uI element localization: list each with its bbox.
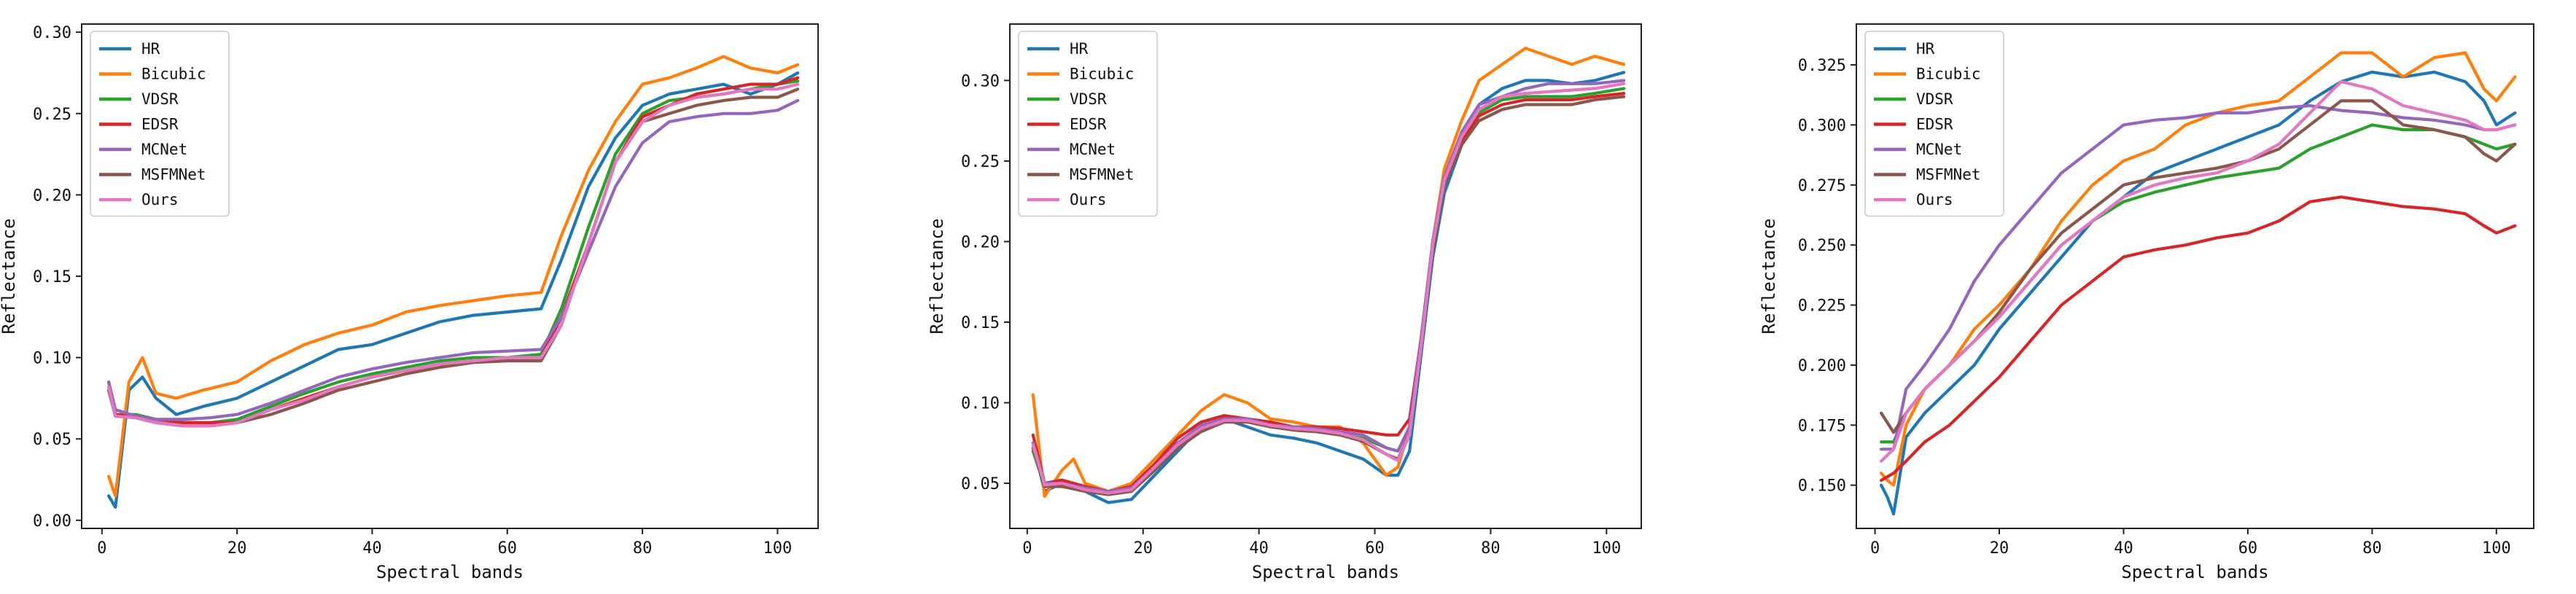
legend-label-edsr: EDSR	[141, 116, 179, 133]
legend-label-hr: HR	[1916, 40, 1935, 58]
legend-label-vdsr: VDSR	[1070, 90, 1107, 108]
series-line-ours	[1880, 80, 2517, 463]
x-tick-label: 20	[1133, 539, 1153, 558]
legend-box	[90, 31, 230, 217]
legend-box	[1018, 31, 1158, 217]
legend-label-hr: HR	[1070, 40, 1089, 58]
series-line-hr	[107, 71, 800, 509]
y-tick-label: 0.20	[961, 233, 1000, 251]
x-tick-label: 0	[97, 539, 106, 558]
y-tick-label: 0.00	[33, 512, 71, 531]
legend-label-edsr: EDSR	[1916, 116, 1953, 133]
y-tick-label: 0.25	[33, 106, 71, 124]
series-line-mcnet	[107, 98, 800, 421]
series-line-edsr	[1880, 195, 2517, 482]
y-tick-label: 0.150	[1798, 477, 1846, 496]
x-axis-label: Spectral bands	[1252, 562, 1399, 582]
x-tick-label: 60	[498, 539, 518, 558]
legend: HR Bicubic VDSR EDSR MCNet MSFMNet Ours	[90, 31, 230, 217]
chart-panel-left: 0 20 40 60 80 100 0.00 0.05 0.10 0.15 0.20 0.25 0.30…	[0, 23, 819, 582]
y-tick-label: 0.15	[961, 314, 1000, 332]
x-tick-label: 60	[1365, 539, 1385, 558]
y-tick-label: 0.10	[961, 395, 1000, 413]
y-tick-label: 0.20	[33, 187, 71, 205]
series-line-ours	[107, 82, 800, 428]
y-tick-label: 0.30	[961, 72, 1000, 90]
y-tick-label: 0.300	[1798, 117, 1846, 135]
legend-label-mcnet: MCNet	[141, 141, 187, 158]
x-tick-label: 100	[763, 539, 793, 558]
legend-label-ours: Ours	[141, 191, 179, 208]
series-line-ours	[1031, 82, 1626, 495]
legend-label-hr: HR	[141, 40, 160, 58]
series-group	[1031, 47, 1626, 504]
y-tick-label: 0.225	[1798, 297, 1846, 316]
y-tick-label: 0.175	[1798, 417, 1846, 435]
chart-panel-right: 0 20 40 60 80 100 0.150 0.175 0.200 0.225 0.250 0.2…	[1759, 23, 2534, 582]
legend-box	[1864, 31, 2004, 217]
y-tick-label: 0.200	[1798, 357, 1846, 375]
y-tick-label: 0.05	[961, 475, 1000, 493]
legend-label-ours: Ours	[1916, 191, 1953, 208]
legend-label-bicubic: Bicubic	[1070, 66, 1135, 83]
series-group	[107, 55, 800, 509]
legend: HR Bicubic VDSR EDSR MCNet MSFMNet Ours	[1018, 31, 1158, 217]
legend-label-msfmnet: MSFMNet	[1916, 166, 1981, 184]
series-group	[1880, 51, 2517, 516]
chart-panel-middle: 0 20 40 60 80 100 0.05 0.10 0.15 0.20 0.25 0.30 Spec…	[927, 23, 1642, 582]
y-tick-label: 0.250	[1798, 237, 1846, 255]
x-axis-label: Spectral bands	[2121, 562, 2268, 582]
x-tick-label: 80	[2362, 539, 2382, 558]
x-tick-label: 0	[1870, 539, 1880, 558]
y-tick-label: 0.05	[33, 431, 71, 449]
series-line-hr	[1880, 70, 2517, 516]
series-line-bicubic	[107, 55, 800, 498]
legend-label-bicubic: Bicubic	[141, 66, 206, 83]
x-tick-label: 40	[1249, 539, 1269, 558]
legend-label-mcnet: MCNet	[1916, 141, 1962, 158]
x-tick-label: 100	[1592, 539, 1621, 558]
legend: HR Bicubic VDSR EDSR MCNet MSFMNet Ours	[1864, 31, 2004, 217]
x-tick-label: 20	[227, 539, 247, 558]
axes-frame	[1009, 23, 1642, 529]
series-line-mcnet	[1880, 103, 2517, 451]
legend-label-edsr: EDSR	[1070, 116, 1107, 133]
x-tick-label: 40	[2114, 539, 2133, 558]
y-axis-label: Reflectance	[0, 219, 19, 335]
x-tick-label: 100	[2482, 539, 2511, 558]
y-tick-label: 0.325	[1798, 57, 1846, 75]
series-line-msfmnet	[1031, 95, 1626, 496]
x-tick-label: 60	[2238, 539, 2258, 558]
x-tick-label: 20	[1990, 539, 2009, 558]
x-tick-label: 0	[1022, 539, 1032, 558]
x-tick-label: 80	[1481, 539, 1501, 558]
legend-label-vdsr: VDSR	[1916, 90, 1953, 108]
series-line-hr	[1031, 71, 1626, 504]
legend-label-msfmnet: MSFMNet	[1070, 166, 1135, 184]
legend-label-bicubic: Bicubic	[1916, 66, 1981, 83]
axes-frame	[1856, 23, 2534, 529]
y-tick-label: 0.275	[1798, 177, 1846, 195]
y-tick-label: 0.10	[33, 350, 71, 368]
legend-label-ours: Ours	[1070, 191, 1107, 208]
x-tick-label: 40	[362, 539, 382, 558]
x-axis-label: Spectral bands	[376, 562, 524, 582]
y-axis-label: Reflectance	[1759, 219, 1779, 335]
y-tick-label: 0.30	[33, 24, 71, 42]
y-axis-label: Reflectance	[927, 219, 947, 335]
legend-label-vdsr: VDSR	[141, 90, 179, 108]
x-tick-label: 80	[633, 539, 653, 558]
y-tick-label: 0.15	[33, 268, 71, 286]
legend-label-msfmnet: MSFMNet	[141, 166, 206, 184]
y-tick-label: 0.25	[961, 153, 1000, 171]
legend-label-mcnet: MCNet	[1070, 141, 1116, 158]
